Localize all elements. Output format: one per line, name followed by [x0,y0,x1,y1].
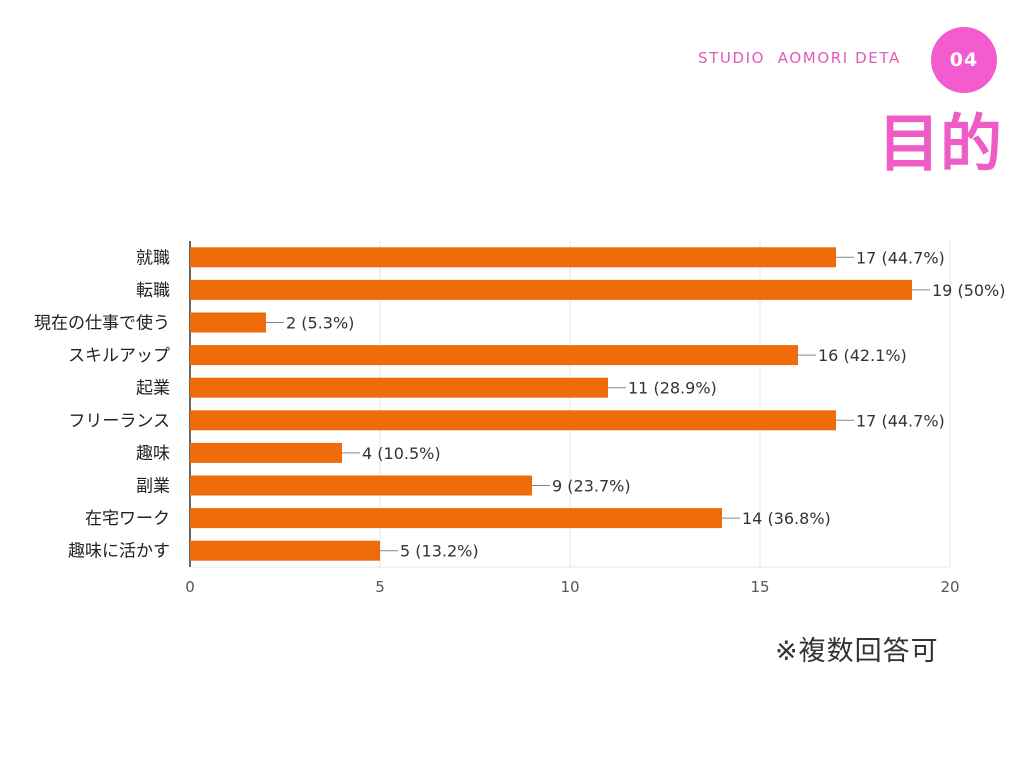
category-label: 在宅ワーク [85,509,170,529]
bar [190,279,912,300]
bar-chart: 0 5 10 15 20 就職 17 (44.7%) 転職 19 (50%) 現在の仕事で使う 2 … [34,241,1006,596]
data-label: 17 (44.7%) [856,248,945,267]
data-label: 2 (5.3%) [286,314,354,333]
bar [190,312,266,333]
bar [190,508,722,529]
data-label: 9 (23.7%) [552,477,631,496]
x-tick-label: 5 [375,578,385,596]
category-label: 転職 [136,281,170,301]
page-title: 目的 [877,107,1002,180]
multiple-answers-note: ※複数回答可 [775,636,939,667]
x-tick-label: 0 [185,578,195,596]
category-label: 起業 [136,379,170,399]
category-label: 現在の仕事で使う [34,313,170,334]
x-tick-label: 10 [560,578,579,596]
data-label: 14 (36.8%) [742,509,831,528]
x-tick-label: 20 [940,578,959,596]
bar [190,377,608,398]
data-label: 17 (44.7%) [856,411,945,430]
bar [190,345,798,366]
category-label: 副業 [136,477,170,497]
x-tick-label: 15 [750,578,769,596]
category-label: 趣味に活かす [68,542,170,562]
data-label: 4 (10.5%) [362,444,441,463]
data-label: 16 (42.1%) [818,346,907,365]
data-label: 5 (13.2%) [400,542,479,561]
brand-label: STUDIO AOMORI DETA [698,49,901,67]
bar [190,410,836,431]
bar [190,475,532,496]
category-label: 就職 [136,248,170,268]
category-label: 趣味 [136,444,170,464]
bar [190,540,380,561]
category-label: フリーランス [68,411,170,431]
category-label: スキルアップ [68,346,170,366]
bar [190,247,836,268]
bar [190,442,342,463]
data-label: 19 (50%) [932,281,1006,300]
page-number-badge: 04 [931,27,997,93]
data-label: 11 (28.9%) [628,379,717,398]
